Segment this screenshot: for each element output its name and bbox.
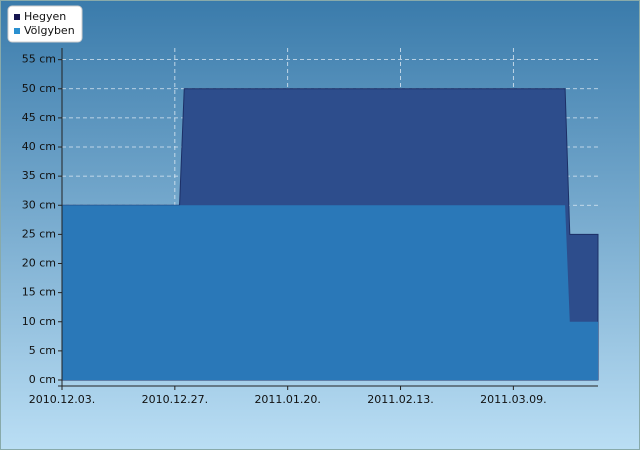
legend-label: Hegyen <box>24 10 66 23</box>
y-tick-label: 25 cm <box>22 227 56 240</box>
y-tick-label: 15 cm <box>22 286 56 299</box>
y-tick-label: 50 cm <box>22 82 56 95</box>
x-tick-label: 2011.01.20. <box>254 393 320 406</box>
legend-marker <box>14 28 20 34</box>
y-tick-label: 40 cm <box>22 140 56 153</box>
y-tick-label: 35 cm <box>22 169 56 182</box>
y-tick-label: 0 cm <box>29 373 56 386</box>
y-tick-label: 20 cm <box>22 257 56 270</box>
y-tick-label: 55 cm <box>22 53 56 66</box>
y-tick-label: 30 cm <box>22 198 56 211</box>
y-tick-label: 45 cm <box>22 111 56 124</box>
legend-box <box>7 5 83 43</box>
y-tick-label: 5 cm <box>29 344 56 357</box>
legend-marker <box>14 14 20 20</box>
x-tick-label: 2011.02.13. <box>367 393 433 406</box>
y-tick-label: 10 cm <box>22 315 56 328</box>
x-tick-label: 2010.12.27. <box>142 393 208 406</box>
x-tick-label: 2011.03.09. <box>480 393 546 406</box>
x-tick-label: 2010.12.03. <box>29 393 95 406</box>
legend-label: Völgyben <box>24 24 75 37</box>
area <box>62 205 598 380</box>
